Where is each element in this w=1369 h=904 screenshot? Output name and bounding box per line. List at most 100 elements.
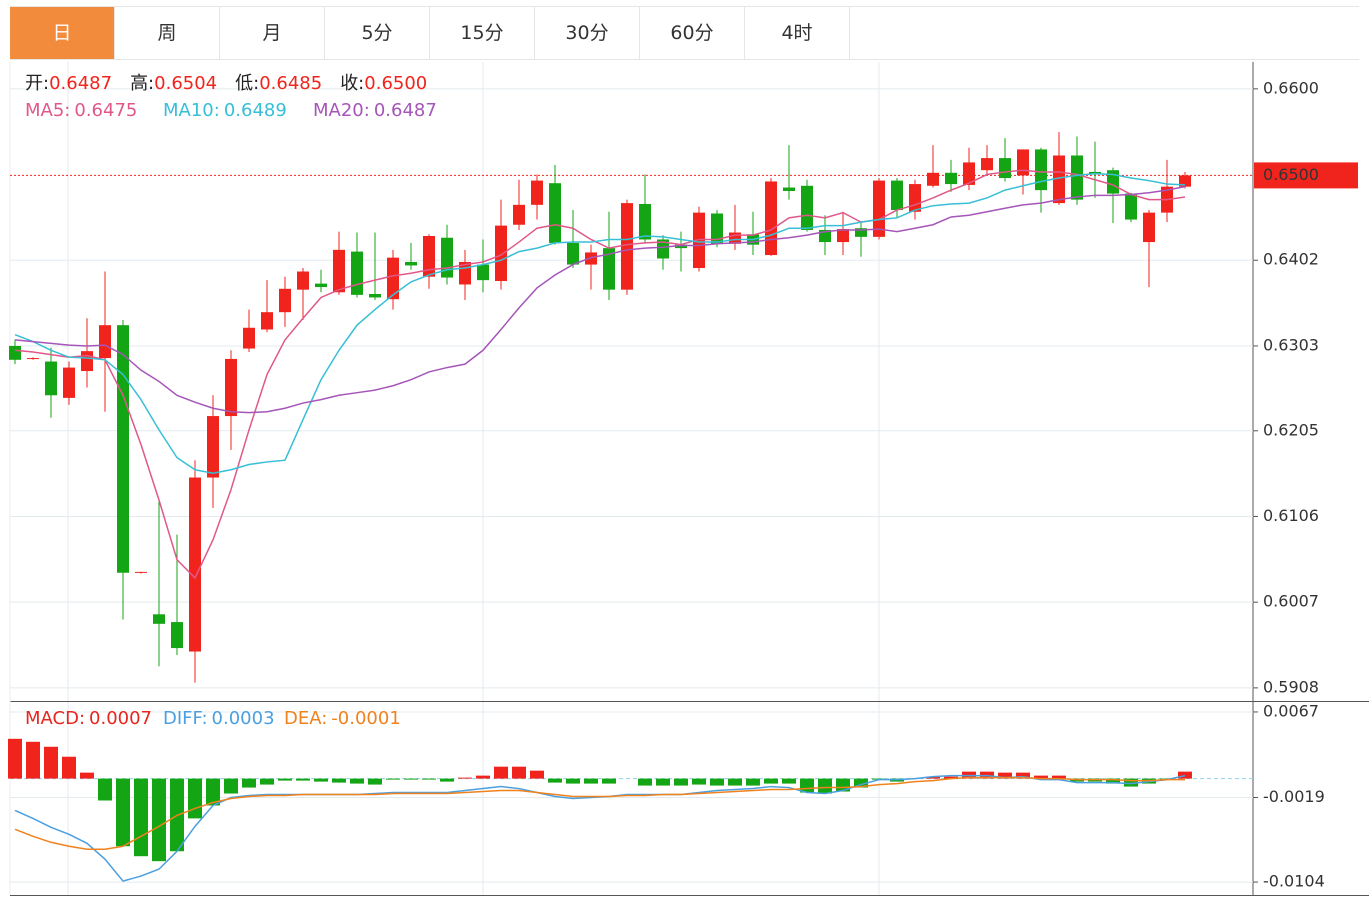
candle-body [1017,149,1029,176]
macd-bar [8,738,22,779]
candle-body [1053,155,1065,204]
macd-bar [152,778,166,862]
legend-value: 0.0003 [212,708,275,729]
candle-body [531,180,543,205]
period-tab[interactable]: 30分 [535,7,640,59]
macd-bar [1178,771,1192,779]
candle-body [1035,149,1047,191]
candle-body [351,251,363,295]
legend-name: DEA: [284,708,327,729]
candle-body [567,242,579,265]
macd-bar [710,778,724,786]
candle-body [1107,170,1119,194]
candle-body [549,183,561,243]
y-tick-label: 0.6205 [1263,420,1319,439]
legend-value: 0.6475 [74,100,137,121]
ohlc-value: 0.6504 [154,73,217,94]
candle-body [387,257,399,300]
candle-body [81,351,93,372]
candle-body [261,312,273,330]
period-tab[interactable]: 5分 [325,7,430,59]
macd-bar [260,778,274,785]
ohlc-info: 开:0.6487 高:0.6504 低:0.6485 收:0.6500 [25,73,427,94]
legend-entry: MA20: 0.6487 [313,100,437,121]
macd-bar [854,778,868,788]
y-tick-label: -0.0019 [1263,787,1325,806]
macd-bar [422,778,436,780]
candle-body [495,225,507,282]
candle-body [279,288,291,313]
macd-bar [512,766,526,779]
macd-bar [1034,775,1048,779]
candle-body [675,244,687,249]
period-tab[interactable]: 4时 [745,7,850,59]
candle-body [981,158,993,171]
macd-bar [944,776,958,779]
candle-body [693,212,705,269]
candle-body [765,181,777,256]
candle-body [729,232,741,244]
macd-bar [692,778,706,785]
y-tick-label: 0.5908 [1263,677,1319,696]
period-tab[interactable]: 月 [220,7,325,59]
macd-bar [224,778,238,794]
candle-body [711,213,723,244]
candle-body [1143,212,1155,243]
macd-bar [296,778,310,781]
macd-bar [404,778,418,780]
indicator-line [14,169,1186,580]
macd-bar [368,778,382,785]
macd-bar [1016,772,1030,779]
candle-body [657,239,669,259]
y-tick-label: -0.0104 [1263,872,1325,891]
candle-body [585,252,597,265]
last-price-tag [1254,162,1358,189]
macd-bar [1106,778,1120,784]
macd-bar [674,778,688,786]
macd-bar [188,778,202,819]
candle-body [945,172,957,185]
indicator-line [14,776,1185,850]
legend-name: MACD: [25,708,85,729]
legend-entry: DEA: -0.0001 [284,708,401,729]
macd-bar [728,778,742,786]
macd-bar [134,778,148,857]
candle-body [45,361,57,396]
macd-bar [206,778,220,806]
period-tab[interactable]: 15分 [430,7,535,59]
candle-body [423,236,435,277]
macd-bar [332,778,346,783]
legend-value: 0.6487 [374,100,437,121]
candle-body [9,345,21,360]
period-tab[interactable]: 60分 [640,7,745,59]
candle-body [477,264,489,281]
ohlc-value: 0.6487 [49,73,112,94]
candle-body [1179,175,1191,187]
candle-body [837,229,849,243]
macd-bar [26,741,40,779]
candle-body [855,228,867,237]
candle-body [603,248,615,290]
legend-entry: MA5: 0.6475 [25,100,137,121]
y-tick-label: 0.6402 [1263,250,1319,269]
period-tab[interactable]: 日 [10,7,115,59]
ohlc-label: 高: [130,73,154,94]
legend-entry: MA10: 0.6489 [163,100,287,121]
candle-body [783,187,795,191]
macd-bar [764,778,778,784]
candle-body [621,203,633,290]
legend-value: 0.6489 [224,100,287,121]
candle-body [873,180,885,237]
macd-bar [746,778,760,786]
macd-bar [44,746,58,779]
ohlc-value: 0.6500 [364,73,427,94]
macd-bar [530,770,544,779]
legend-name: DIFF: [163,708,208,729]
macd-bar [350,778,364,784]
period-tab[interactable]: 周 [115,7,220,59]
candle-body [207,416,219,478]
macd-bar [602,778,616,784]
y-tick-label: 0.6106 [1263,506,1319,525]
candle-body [243,327,255,349]
legend-name: MA20: [313,100,370,121]
